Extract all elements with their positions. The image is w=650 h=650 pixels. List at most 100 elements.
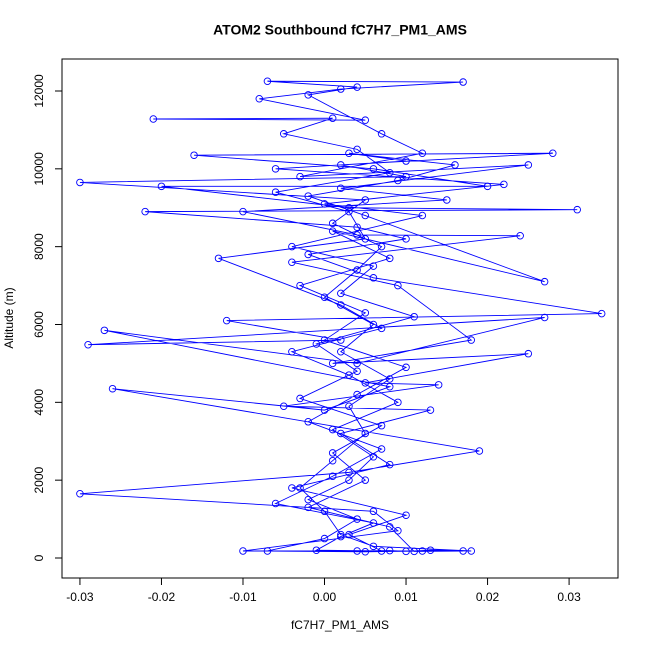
point xyxy=(361,476,370,484)
point xyxy=(328,359,337,368)
point xyxy=(483,182,492,191)
point xyxy=(540,277,549,286)
point xyxy=(385,523,394,531)
point xyxy=(377,242,386,251)
point xyxy=(385,254,394,263)
point xyxy=(337,301,345,309)
point xyxy=(288,484,296,492)
point xyxy=(304,495,312,504)
point xyxy=(345,203,353,212)
x-tick-label: 0.02 xyxy=(476,590,500,604)
point xyxy=(549,149,557,158)
point xyxy=(345,207,353,216)
y-tick-label: 4000 xyxy=(32,389,46,416)
point xyxy=(141,207,149,216)
point xyxy=(394,281,402,290)
point xyxy=(345,530,353,539)
point xyxy=(304,192,312,200)
point xyxy=(296,281,304,290)
point xyxy=(361,196,370,204)
point xyxy=(337,289,345,298)
plot-frame xyxy=(61,58,619,579)
point xyxy=(271,188,280,196)
point xyxy=(108,384,117,393)
series-line xyxy=(79,80,602,553)
point xyxy=(377,324,386,333)
point xyxy=(426,406,435,414)
y-tick-label: 12000 xyxy=(32,74,46,108)
point xyxy=(328,456,337,465)
point xyxy=(402,172,410,181)
point xyxy=(540,313,549,322)
point xyxy=(296,484,304,492)
point xyxy=(369,274,378,282)
point xyxy=(353,359,361,368)
point xyxy=(337,532,345,541)
point xyxy=(288,347,296,356)
point xyxy=(263,77,272,86)
x-tick-label: 0.00 xyxy=(313,590,337,604)
x-tick-label: -0.02 xyxy=(148,590,176,604)
point xyxy=(304,250,312,259)
point xyxy=(597,309,606,318)
point xyxy=(353,223,361,231)
point xyxy=(337,184,345,193)
point xyxy=(345,371,353,379)
y-axis-label: Altitude (m) xyxy=(2,287,16,348)
point xyxy=(353,266,361,274)
point xyxy=(353,83,361,91)
point xyxy=(76,178,84,187)
point xyxy=(100,326,109,335)
point xyxy=(410,547,418,556)
point xyxy=(434,381,443,389)
point xyxy=(573,205,581,214)
point xyxy=(475,447,484,455)
point xyxy=(328,425,337,434)
point xyxy=(304,503,312,512)
point xyxy=(385,546,394,555)
point xyxy=(500,180,508,189)
point xyxy=(345,476,353,484)
point xyxy=(418,149,427,158)
y-tick-label: 2000 xyxy=(32,466,46,493)
point xyxy=(369,453,378,461)
point xyxy=(361,211,370,220)
point xyxy=(385,460,394,469)
point xyxy=(157,182,166,191)
point xyxy=(377,547,386,555)
point xyxy=(353,231,361,239)
point xyxy=(312,546,321,554)
y-tick-label: 0 xyxy=(32,554,46,561)
point xyxy=(337,85,345,93)
point xyxy=(377,421,386,430)
point xyxy=(402,235,410,243)
point xyxy=(304,418,312,426)
point xyxy=(524,161,533,169)
point xyxy=(353,547,361,555)
x-tick-label: -0.01 xyxy=(229,590,257,604)
point xyxy=(385,168,394,177)
point xyxy=(418,547,427,555)
point xyxy=(328,114,337,122)
point xyxy=(345,468,353,477)
point xyxy=(337,336,345,344)
point xyxy=(345,402,353,410)
point xyxy=(312,340,321,348)
point xyxy=(426,546,435,554)
point xyxy=(149,115,158,123)
point xyxy=(361,235,370,243)
point xyxy=(271,165,280,173)
point xyxy=(279,130,288,138)
point xyxy=(320,406,329,414)
point xyxy=(467,336,476,344)
x-tick-label: 0.03 xyxy=(557,590,581,604)
point xyxy=(328,227,337,235)
point xyxy=(320,534,329,543)
point xyxy=(361,116,370,124)
point xyxy=(369,320,378,329)
point xyxy=(418,211,427,220)
point xyxy=(320,336,329,344)
y-tick-label: 6000 xyxy=(32,311,46,338)
x-axis-label: fC7H7_PM1_AMS xyxy=(291,618,389,632)
point xyxy=(320,293,329,302)
